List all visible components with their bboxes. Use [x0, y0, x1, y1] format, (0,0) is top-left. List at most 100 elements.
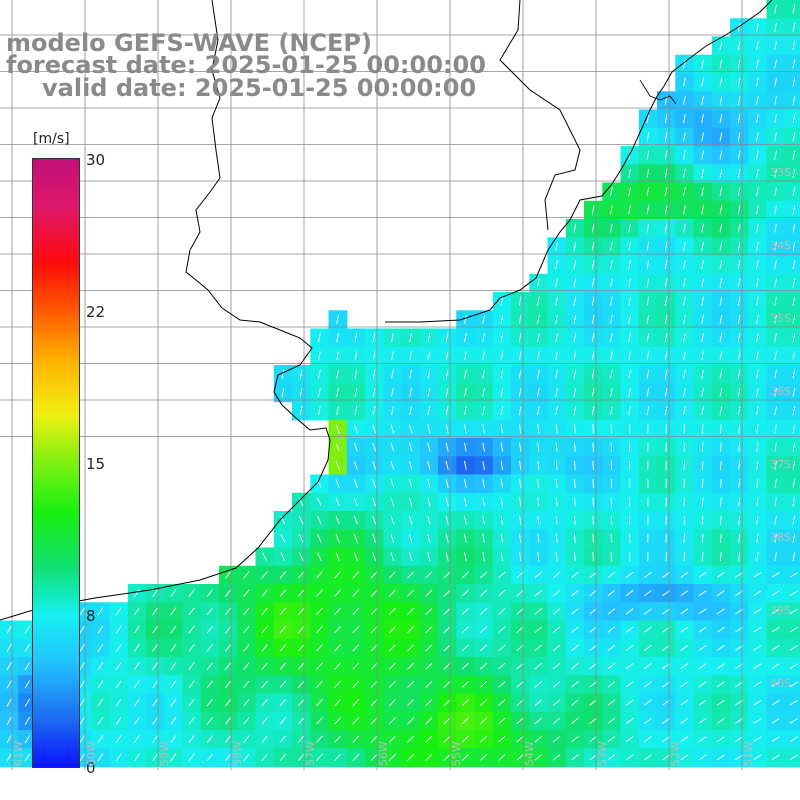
wind-arrow	[591, 278, 595, 288]
wind-arrow	[555, 241, 558, 251]
wind-arrow	[680, 608, 689, 615]
wind-arrow	[589, 717, 597, 725]
wind-arrow	[443, 589, 451, 597]
wind-arrow	[425, 735, 433, 743]
wind-cell	[164, 693, 184, 713]
wind-arrow	[206, 735, 213, 743]
wind-arrow	[443, 735, 451, 743]
wind-arrow	[388, 607, 396, 615]
wind-arrow	[719, 406, 723, 416]
wind-arrow	[680, 736, 689, 743]
wind-arrow	[683, 460, 686, 470]
wind-cell	[784, 0, 800, 19]
wind-arrow	[756, 387, 759, 397]
wind-cell	[693, 748, 713, 768]
wind-arrow	[170, 716, 177, 725]
wind-arrow	[370, 571, 378, 579]
wind-arrow	[701, 150, 704, 160]
wind-arrow	[664, 387, 668, 397]
wind-arrow	[445, 387, 449, 397]
wind-cell	[401, 657, 421, 676]
wind-cell	[146, 657, 165, 676]
wind-arrow	[774, 460, 777, 470]
wind-arrow	[482, 333, 485, 343]
lon-label: 56W	[377, 741, 390, 766]
wind-arrow	[133, 735, 140, 744]
wind-arrow	[97, 680, 104, 689]
wind-arrow	[701, 114, 704, 124]
wind-arrow	[133, 607, 140, 616]
wind-arrow	[737, 278, 741, 288]
wind-arrow	[498, 626, 506, 633]
wind-cell	[693, 675, 713, 695]
wind-arrow	[336, 351, 339, 361]
wind-arrow	[408, 460, 413, 470]
wind-arrow	[297, 571, 305, 579]
wind-arrow	[516, 626, 524, 633]
wind-arrow	[683, 387, 686, 397]
wind-arrow	[427, 479, 431, 489]
wind-arrow	[464, 387, 467, 397]
wind-cell	[200, 748, 220, 768]
wind-cell	[146, 748, 165, 768]
wind-arrow	[115, 607, 122, 616]
wind-arrow	[701, 460, 704, 470]
wind-arrow	[625, 681, 634, 688]
wind-arrow	[133, 680, 140, 689]
wind-arrow	[701, 424, 704, 434]
wind-arrow	[555, 424, 558, 434]
wind-cell	[164, 730, 184, 749]
wind-cell	[91, 711, 111, 731]
wind-arrow	[370, 699, 378, 707]
wind-cell	[219, 675, 238, 695]
wind-arrow	[445, 460, 449, 470]
wind-arrow	[607, 608, 616, 615]
wind-arrow	[774, 168, 777, 178]
wind-cell	[292, 638, 311, 658]
wind-arrow	[464, 351, 467, 361]
wind-arrow	[573, 260, 577, 270]
wind-arrow	[461, 753, 469, 761]
wind-arrow	[409, 351, 412, 361]
wind-arrow	[680, 699, 689, 706]
wind-arrow	[716, 608, 725, 615]
wind-arrow	[352, 571, 360, 579]
wind-arrow	[555, 442, 558, 452]
wind-arrow	[664, 132, 668, 142]
wind-arrow	[461, 717, 469, 725]
wind-arrow	[24, 680, 31, 689]
wind-arrow	[737, 205, 741, 215]
wind-arrow	[224, 571, 232, 579]
wind-arrow	[372, 533, 377, 543]
wind-arrow	[552, 589, 561, 597]
wind-arrow	[170, 643, 177, 652]
wind-arrow	[701, 187, 704, 197]
wind-cell	[365, 748, 384, 768]
wind-arrow	[352, 753, 360, 762]
wind-arrow	[534, 735, 543, 743]
forecast-date: forecast date: 2025-01-25 00:00:00	[6, 51, 486, 79]
wind-arrow	[680, 717, 689, 724]
wind-arrow	[680, 590, 689, 597]
wind-cell	[638, 602, 658, 622]
wind-arrow	[334, 644, 341, 652]
wind-arrow	[592, 424, 594, 434]
wind-arrow	[644, 571, 652, 578]
wind-cell	[255, 602, 275, 622]
wind-arrow	[317, 552, 322, 561]
wind-cell	[456, 748, 476, 768]
wind-arrow	[298, 534, 304, 543]
wind-arrow	[388, 717, 396, 725]
wind-arrow	[152, 716, 159, 725]
wind-cell	[456, 675, 476, 695]
wind-arrow	[792, 497, 796, 507]
wind-arrow	[737, 150, 741, 160]
wind-cell	[584, 565, 603, 585]
wind-arrow	[792, 223, 796, 233]
wind-arrow	[774, 150, 777, 160]
wind-arrow	[680, 663, 689, 670]
wind-arrow	[701, 278, 704, 288]
wind-arrow	[680, 754, 689, 761]
wind-arrow	[756, 552, 759, 562]
wind-arrow	[206, 589, 213, 597]
